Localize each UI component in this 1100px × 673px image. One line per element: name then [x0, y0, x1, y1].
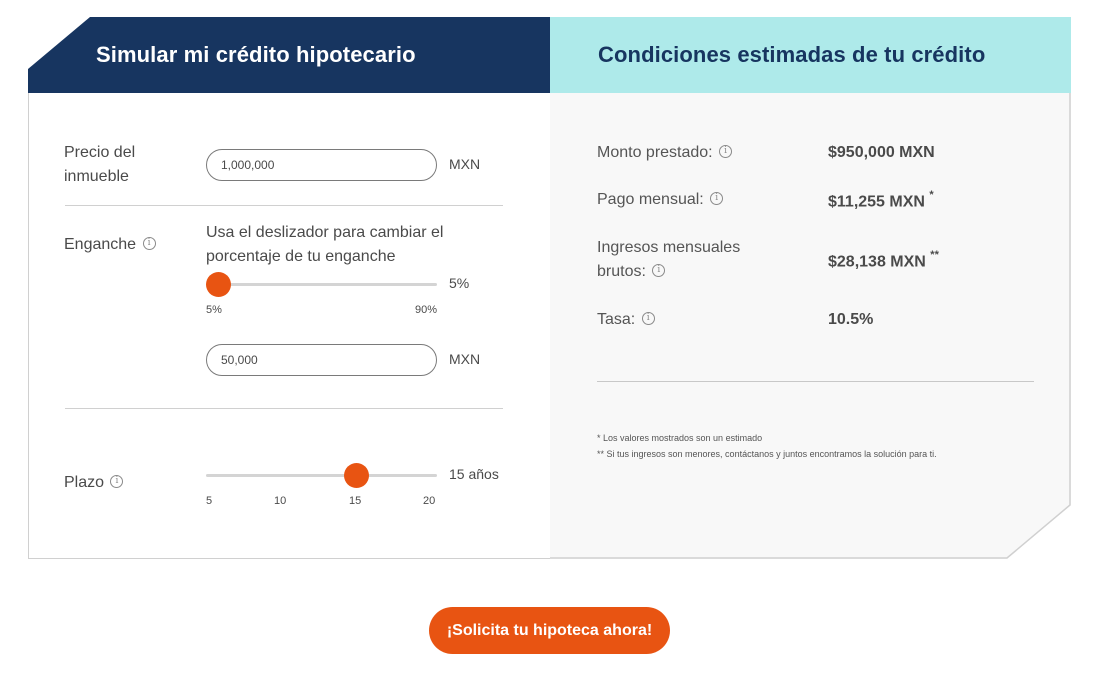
info-icon[interactable]: i — [719, 145, 733, 159]
footnote-1: * Los valores mostrados son un estimado — [597, 433, 763, 443]
mortgage-simulator-card: Simular mi crédito hipotecario Condicion… — [28, 17, 1071, 559]
price-input[interactable] — [206, 149, 437, 181]
simulator-title: Simular mi crédito hipotecario — [96, 42, 416, 67]
loan-amount-value-text: $950,000 MXN — [828, 144, 935, 161]
hint-line2: porcentaje de tu enganche — [206, 248, 396, 265]
monthly-payment-value: $11,255 MXN * — [828, 189, 934, 211]
slider-min-label: 5% — [206, 304, 222, 316]
loan-amount-label: Monto prestado: i — [597, 141, 733, 165]
price-label-line1: Precio del — [64, 144, 136, 161]
down-payment-label: Enganche i — [64, 233, 156, 257]
monthly-payment-label-text: Pago mensual: — [597, 191, 704, 208]
info-icon[interactable]: i — [652, 264, 666, 278]
price-label: Precio del inmueble — [64, 141, 135, 189]
down-payment-unit: MXN — [449, 351, 481, 367]
footnote-mark: * — [929, 189, 934, 201]
rate-label: Tasa: i — [597, 308, 655, 332]
term-slider-thumb[interactable] — [343, 463, 369, 488]
term-tick: 10 — [274, 495, 287, 507]
divider — [597, 381, 1034, 382]
down-payment-hint: Usa el deslizador para cambiar el porcen… — [206, 221, 443, 269]
info-icon[interactable]: i — [710, 192, 724, 206]
term-tick: 20 — [423, 495, 436, 507]
simulator-form: Precio del inmueble MXN Enganche i Usa e… — [28, 93, 550, 559]
conditions-header: Condiciones estimadas de tu crédito — [550, 17, 1071, 93]
term-value: 15 años — [449, 466, 499, 482]
price-label-line2: inmueble — [64, 168, 129, 185]
gross-income-value-text: $28,138 MXN — [828, 253, 926, 271]
info-icon[interactable]: i — [641, 312, 655, 326]
term-label: Plazo i — [64, 471, 124, 495]
down-payment-input[interactable] — [206, 344, 437, 376]
apply-mortgage-button[interactable]: ¡Solicita tu hipoteca ahora! — [429, 607, 670, 654]
gross-income-label: Ingresos mensuales brutos: i — [597, 236, 740, 284]
hint-line1: Usa el deslizador para cambiar el — [206, 224, 444, 241]
footnote-mark: ** — [930, 249, 939, 261]
slider-max-label: 90% — [415, 304, 438, 316]
down-payment-slider-track[interactable] — [206, 283, 437, 286]
rate-label-text: Tasa: — [597, 311, 636, 328]
divider — [65, 408, 503, 409]
rate-value: 10.5% — [828, 311, 873, 329]
monthly-payment-label: Pago mensual: i — [597, 188, 724, 212]
down-payment-label-text: Enganche — [64, 236, 137, 253]
term-tick: 5 — [206, 495, 213, 507]
loan-amount-value: $950,000 MXN — [828, 144, 935, 162]
term-tick: 15 — [349, 495, 362, 507]
footnote-2: ** Si tus ingresos son menores, contácta… — [597, 449, 937, 459]
info-icon[interactable]: i — [142, 237, 156, 251]
gross-income-value: $28,138 MXN ** — [828, 249, 939, 271]
rate-value-text: 10.5% — [828, 311, 874, 328]
down-payment-slider-thumb[interactable] — [205, 272, 231, 297]
loan-amount-label-text: Monto prestado: — [597, 144, 713, 161]
down-payment-percent: 5% — [449, 275, 470, 291]
info-icon[interactable]: i — [110, 475, 124, 489]
monthly-payment-value-text: $11,255 MXN — [828, 193, 925, 211]
conditions-panel: Monto prestado: i $950,000 MXN Pago mens… — [550, 93, 1071, 559]
gross-income-label-line2: brutos: — [597, 263, 646, 280]
term-label-text: Plazo — [64, 474, 105, 491]
price-unit: MXN — [449, 156, 481, 172]
gross-income-label-line1: Ingresos mensuales — [597, 239, 741, 256]
divider — [65, 205, 503, 206]
term-slider-track[interactable] — [206, 474, 437, 477]
simulator-header: Simular mi crédito hipotecario — [28, 17, 550, 93]
conditions-title: Condiciones estimadas de tu crédito — [598, 42, 986, 67]
